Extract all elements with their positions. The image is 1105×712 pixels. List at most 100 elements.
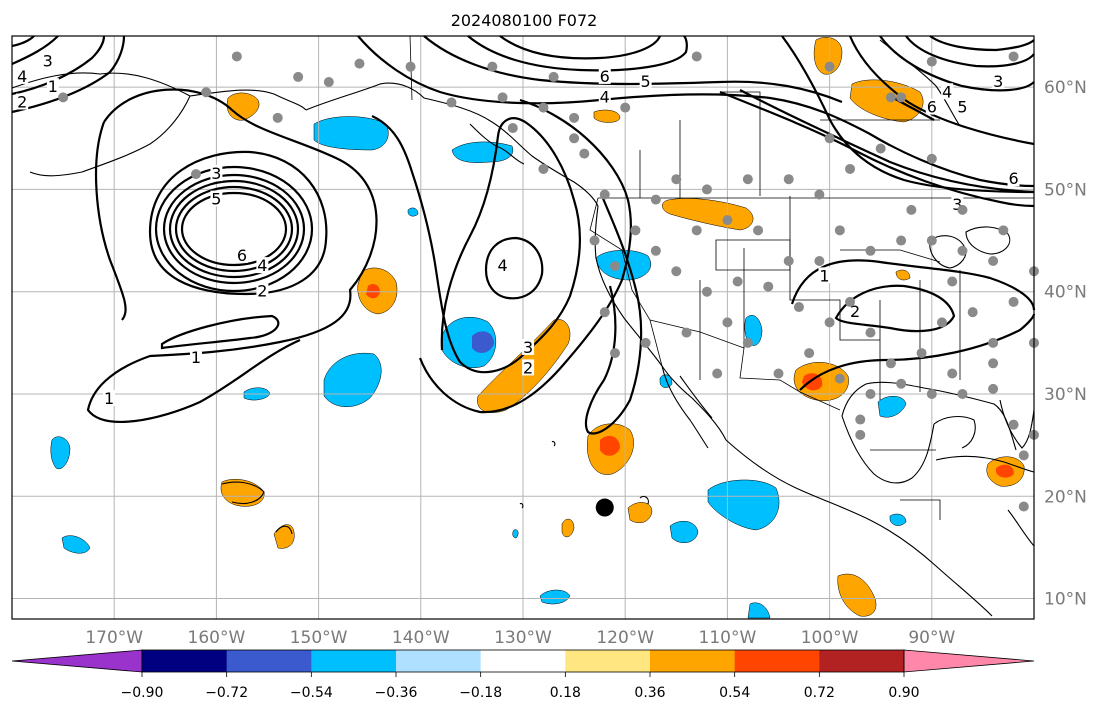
colorbar-tick-label: 0.36: [634, 685, 665, 701]
station-dot: [937, 317, 948, 328]
contour-label: 6: [927, 98, 937, 117]
station-dot: [763, 281, 774, 292]
colorbar-tick-label: 0.54: [719, 685, 750, 701]
station-dot: [671, 174, 682, 185]
contour-label-bg: [496, 257, 509, 274]
station-dot: [190, 169, 201, 180]
station-dot: [507, 123, 518, 134]
station-dot: [967, 307, 978, 318]
contour-label-bg: [522, 338, 535, 355]
colorbar: −0.90 −0.72 −0.54 −0.36 −0.18 0.18 0.36 0.54 0.7…: [11, 649, 1035, 701]
station-dot: [865, 388, 876, 399]
lon-tick-label: 130°W: [494, 628, 552, 648]
station-dot: [691, 51, 702, 62]
lat-tick-label: 10°N: [1044, 590, 1087, 610]
station-dot: [589, 235, 600, 246]
contour-label-bg: [103, 390, 116, 407]
station-dot: [354, 58, 365, 69]
station-dot: [957, 388, 968, 399]
station-dot: [272, 112, 283, 123]
colorbar-cell: [142, 650, 228, 672]
contour-label: 5: [641, 72, 651, 91]
station-dot: [569, 133, 580, 144]
colorbar-tick-label: −0.72: [205, 685, 248, 701]
station-dot: [640, 337, 651, 348]
colorbar-cell: [396, 650, 482, 672]
lat-tick-label: 50°N: [1044, 180, 1087, 200]
station-dot: [691, 225, 702, 236]
station-dot: [865, 245, 876, 256]
contour-label: 6: [600, 67, 610, 86]
station-dot: [916, 348, 927, 359]
contour-label: 5: [957, 98, 967, 117]
station-dot: [855, 429, 866, 440]
station-dot: [845, 296, 856, 307]
station-dot: [804, 348, 815, 359]
station-dot: [630, 225, 641, 236]
colorbar-outline: [141, 649, 905, 673]
station-dot: [885, 92, 896, 103]
lon-tick-label: 160°W: [188, 628, 246, 648]
station-dot: [405, 61, 416, 72]
station-dot: [988, 358, 999, 369]
highlight-point-marker: [595, 498, 614, 517]
chart-title: 2024080100 F072: [451, 11, 598, 30]
colorbar-tick-label: 0.90: [888, 685, 919, 701]
lon-tick-label: 110°W: [699, 628, 757, 648]
colorbar-tick-label: −0.36: [375, 685, 418, 701]
contour-label-bg: [522, 359, 535, 376]
station-dot: [947, 368, 958, 379]
station-dot: [650, 245, 661, 256]
contour-label: 1: [819, 266, 829, 285]
station-dot: [783, 174, 794, 185]
lat-tick-label: 40°N: [1044, 283, 1087, 303]
contour-label-bg: [598, 67, 611, 84]
lon-tick-label: 90°W: [908, 628, 955, 648]
station-dot: [753, 225, 764, 236]
station-dot: [58, 92, 69, 103]
lon-tick-label: 140°W: [392, 628, 450, 648]
lat-tick-label: 20°N: [1044, 487, 1087, 507]
colorbar-cell: [819, 650, 905, 672]
station-dot: [957, 245, 968, 256]
contour-label-bg: [1007, 170, 1020, 187]
colorbar-tick-label: −0.54: [290, 685, 333, 701]
contour-label: 6: [237, 246, 247, 265]
station-dot: [671, 266, 682, 277]
colorbar-tick-label: −0.90: [121, 685, 164, 701]
station-dot: [446, 97, 457, 108]
colorbar-tick-labels: −0.90 −0.72 −0.54 −0.36 −0.18 0.18 0.36 0.54 0.7…: [121, 672, 920, 701]
station-dot: [926, 56, 937, 67]
station-dot: [609, 348, 620, 359]
contour-label: 3: [43, 52, 53, 71]
contour-label-bg: [189, 349, 202, 366]
station-dot: [824, 133, 835, 144]
contour-label-bg: [235, 246, 248, 263]
lon-tick-label: 150°W: [290, 628, 348, 648]
colorbar-over-triangle: [903, 649, 1035, 673]
contour-label: 5: [211, 190, 221, 209]
longitude-tick-labels: 170°W 160°W 150°W 140°W 130°W 120°W 110°W 100°W…: [85, 628, 955, 648]
station-dot: [599, 189, 610, 200]
station-dot: [773, 368, 784, 379]
station-dot: [998, 225, 1009, 236]
station-dot: [814, 256, 825, 267]
station-dot: [1018, 501, 1029, 512]
colorbar-cell: [226, 650, 312, 672]
station-dot: [579, 148, 590, 159]
station-dot: [569, 112, 580, 123]
station-dot: [793, 302, 804, 313]
station-dot: [650, 194, 661, 205]
contour-label-bg: [639, 73, 652, 90]
colorbar-cell: [734, 650, 820, 672]
observation-stations: [58, 51, 1039, 512]
contour-label-bg: [16, 67, 29, 84]
contour-label: 2: [523, 358, 533, 377]
station-dot: [722, 317, 733, 328]
station-dot: [742, 174, 753, 185]
station-dot: [906, 204, 917, 215]
station-dot: [926, 153, 937, 164]
colorbar-tick-label: −0.18: [459, 685, 502, 701]
station-dot: [701, 184, 712, 195]
